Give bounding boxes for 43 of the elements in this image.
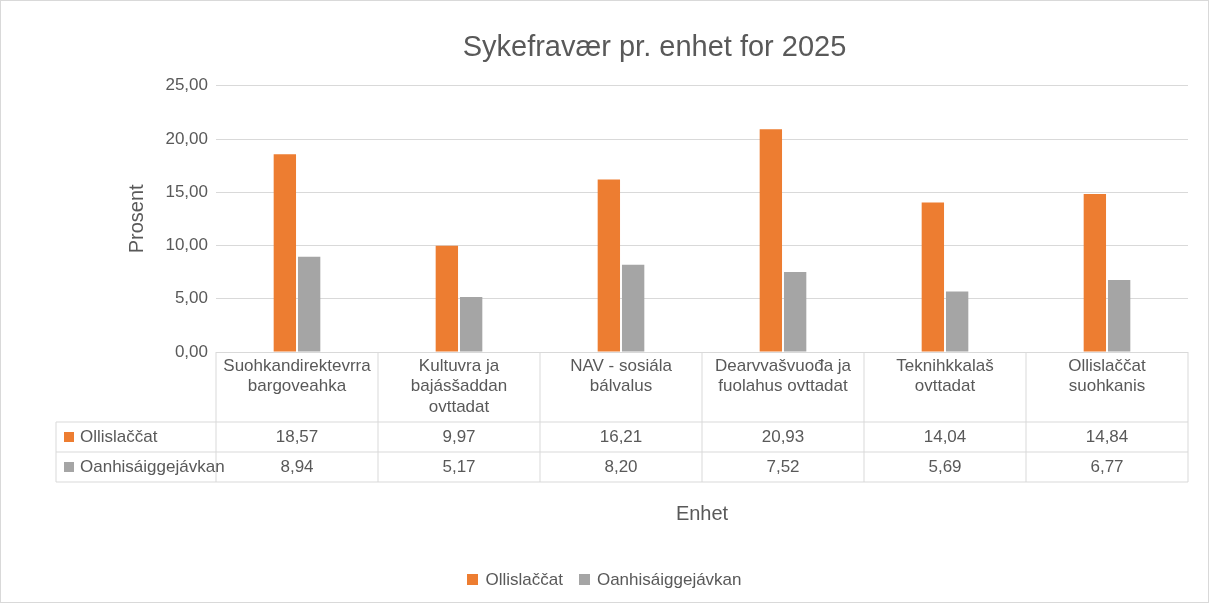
data-label: 7,52 [766, 456, 800, 476]
bar [1083, 193, 1107, 352]
y-tick-label: 10,00 [165, 235, 208, 255]
bar [297, 256, 321, 352]
bar [783, 271, 807, 352]
bar [459, 296, 483, 352]
text: Oanhisáiggejávkan [596, 570, 742, 589]
data-label: 6,77 [1090, 456, 1124, 476]
bar [1107, 279, 1131, 352]
y-tick-label: 5,00 [174, 288, 208, 308]
data-label: 14,04 [923, 426, 967, 446]
x-tick-label: Teknihkkalaš ovttadat [896, 355, 994, 396]
data-label: 8,20 [604, 456, 638, 476]
bar [759, 129, 783, 352]
x-axis-title: Enhet [675, 501, 729, 524]
data-label: 14,84 [1085, 426, 1129, 446]
bar [597, 179, 621, 352]
legend-label: Ollislaččat [80, 426, 158, 446]
data-label: 18,57 [275, 426, 319, 446]
bar [945, 291, 969, 352]
x-tick-label: Suohkandirektevrra bargoveahka [223, 355, 372, 396]
x-tick-label: Dearvvašvuođa ja fuolahus ovttadat [714, 355, 852, 396]
bar [921, 202, 945, 352]
y-tick-label: 20,00 [165, 128, 208, 148]
bar [435, 245, 459, 352]
y-tick-label: 25,00 [165, 75, 208, 95]
bar [273, 154, 297, 352]
legend-label: Oanhisáiggejávkan [80, 456, 225, 476]
text: Ollislaččat [485, 570, 563, 589]
data-label: 5,17 [442, 456, 476, 476]
chart-title: Sykefravær pr. enhet for 2025 [462, 30, 847, 63]
data-label: 16,21 [599, 426, 643, 446]
x-tick-label: Ollislaččat suohkanis [1068, 355, 1147, 396]
data-label: 5,69 [928, 456, 962, 476]
y-tick-label: 15,00 [165, 181, 208, 201]
data-label: 9,97 [442, 426, 476, 446]
data-label: 20,93 [761, 426, 805, 446]
x-tick-label: NAV - sosiála bálvalus [570, 355, 673, 396]
x-tick-label: Kultuvra ja bajásšaddan ovttadat [410, 355, 508, 416]
bar [621, 264, 645, 352]
y-axis-title: Prosent [124, 184, 147, 254]
y-tick-label: 0,00 [174, 341, 208, 361]
data-label: 8,94 [280, 456, 314, 476]
